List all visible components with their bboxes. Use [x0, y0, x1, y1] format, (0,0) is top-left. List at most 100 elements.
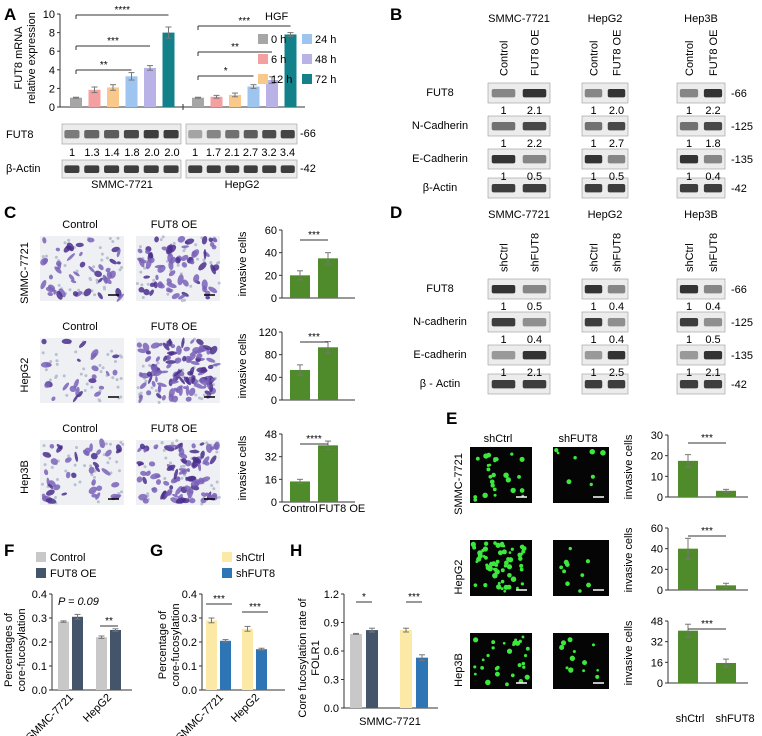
pore-dot	[63, 241, 67, 245]
cell	[94, 391, 101, 397]
e-ytick: 0	[657, 678, 663, 690]
legend-swatch-72h	[302, 74, 312, 84]
ratio-value: 1	[686, 105, 692, 117]
blot-band	[280, 130, 295, 139]
bar-shfut8	[220, 640, 231, 690]
panel-g-ylabel-line2: core-fucosylation	[170, 603, 182, 686]
cell	[565, 581, 570, 587]
cell	[209, 345, 218, 355]
panel-label-e: E	[446, 409, 457, 428]
legend-label-6h: 6 h	[271, 54, 286, 66]
blot-band	[703, 380, 723, 389]
panel-a-blots	[61, 123, 298, 179]
cell	[482, 492, 488, 499]
blot-strip	[581, 115, 629, 137]
blot-band	[584, 318, 603, 327]
ratio-value: 2.5	[609, 367, 624, 379]
ratio-smmc: 1.3	[84, 147, 99, 159]
cell	[521, 635, 525, 639]
pore-dot	[200, 397, 204, 401]
cell	[90, 452, 98, 460]
cell	[184, 485, 194, 494]
legend-swatch-48h	[302, 54, 312, 64]
cell	[178, 446, 185, 456]
e-row-label: Hep3B	[453, 653, 465, 687]
legend-label-0h: 0 h	[271, 34, 286, 46]
blot-band	[64, 130, 80, 139]
pore-dot	[64, 469, 68, 473]
cell	[94, 465, 100, 473]
panel-label-c: C	[4, 203, 16, 222]
c-ytick: 60	[265, 225, 277, 237]
ratio-value: 1	[590, 105, 596, 117]
cell	[560, 640, 567, 646]
blot-band	[206, 165, 221, 173]
cell	[142, 498, 149, 504]
cell	[525, 646, 530, 651]
cell	[176, 345, 182, 355]
blot-band	[522, 184, 547, 193]
pore-dot	[43, 463, 47, 467]
e-sig: ***	[701, 619, 713, 630]
pore-dot	[157, 400, 161, 404]
ratio-value: 1	[590, 138, 596, 150]
legend-swatch-0h	[258, 34, 268, 44]
cell	[182, 355, 187, 362]
cell	[186, 468, 191, 473]
f-xlabel: HepG2	[81, 692, 114, 725]
pore-dot	[182, 298, 186, 302]
e-ytick: 40	[651, 544, 663, 556]
blot-band	[607, 122, 626, 131]
cell	[505, 477, 511, 483]
cell	[482, 546, 489, 552]
panel-label-d: D	[390, 203, 402, 222]
cell	[183, 346, 190, 352]
cell	[510, 547, 514, 551]
ratio-value: 0.5	[705, 334, 720, 346]
cell	[143, 288, 150, 296]
pore-dot	[115, 460, 119, 464]
pore-dot	[118, 354, 122, 358]
ratio-value: 2.0	[609, 105, 624, 117]
cell-line-name: Hep3B	[684, 13, 718, 25]
cell	[503, 584, 509, 590]
blot-band	[64, 165, 80, 173]
ratio-value: 0.5	[527, 301, 542, 313]
cell	[184, 238, 195, 245]
cell	[69, 385, 77, 393]
blot-band	[491, 89, 516, 98]
blot-band	[84, 130, 100, 139]
e-ytick: 0	[657, 492, 663, 504]
cell	[494, 563, 499, 567]
blot-band	[491, 184, 516, 193]
pore-dot	[135, 281, 139, 285]
e-xlabel-shfut8: shFUT8	[715, 713, 754, 725]
ratio-value: 1	[590, 301, 596, 313]
pore-dot	[119, 440, 123, 444]
ratio-value: 1	[686, 171, 692, 183]
panel-a-legend: 0 h 24 h 6 h 48 h 12 h 72 h	[258, 34, 336, 86]
pore-dot	[143, 266, 147, 270]
pore-dot	[90, 473, 94, 477]
panel-label-b: B	[390, 5, 402, 24]
cell	[50, 458, 58, 465]
panel-a-cell-hepg2: HepG2	[225, 179, 260, 191]
row-label: HepG2	[19, 358, 31, 393]
pore-dot	[41, 351, 45, 355]
cell	[191, 443, 196, 449]
col-label-control: Control	[62, 423, 97, 435]
bar-12h	[229, 94, 241, 107]
blot-band	[491, 285, 516, 294]
cell	[477, 550, 483, 556]
cell	[181, 291, 189, 297]
e-ytick: 0	[657, 585, 663, 597]
h-ytick: 1.2	[324, 589, 339, 601]
cell	[105, 449, 112, 457]
cell	[494, 569, 500, 575]
c-ylabel: invasive cells	[237, 333, 249, 398]
blot-row-label: β - Actin	[420, 378, 461, 390]
f-ytick: 0.1	[32, 661, 47, 673]
lane-label: Control	[589, 41, 601, 76]
cell	[196, 338, 204, 346]
cell	[162, 342, 170, 351]
